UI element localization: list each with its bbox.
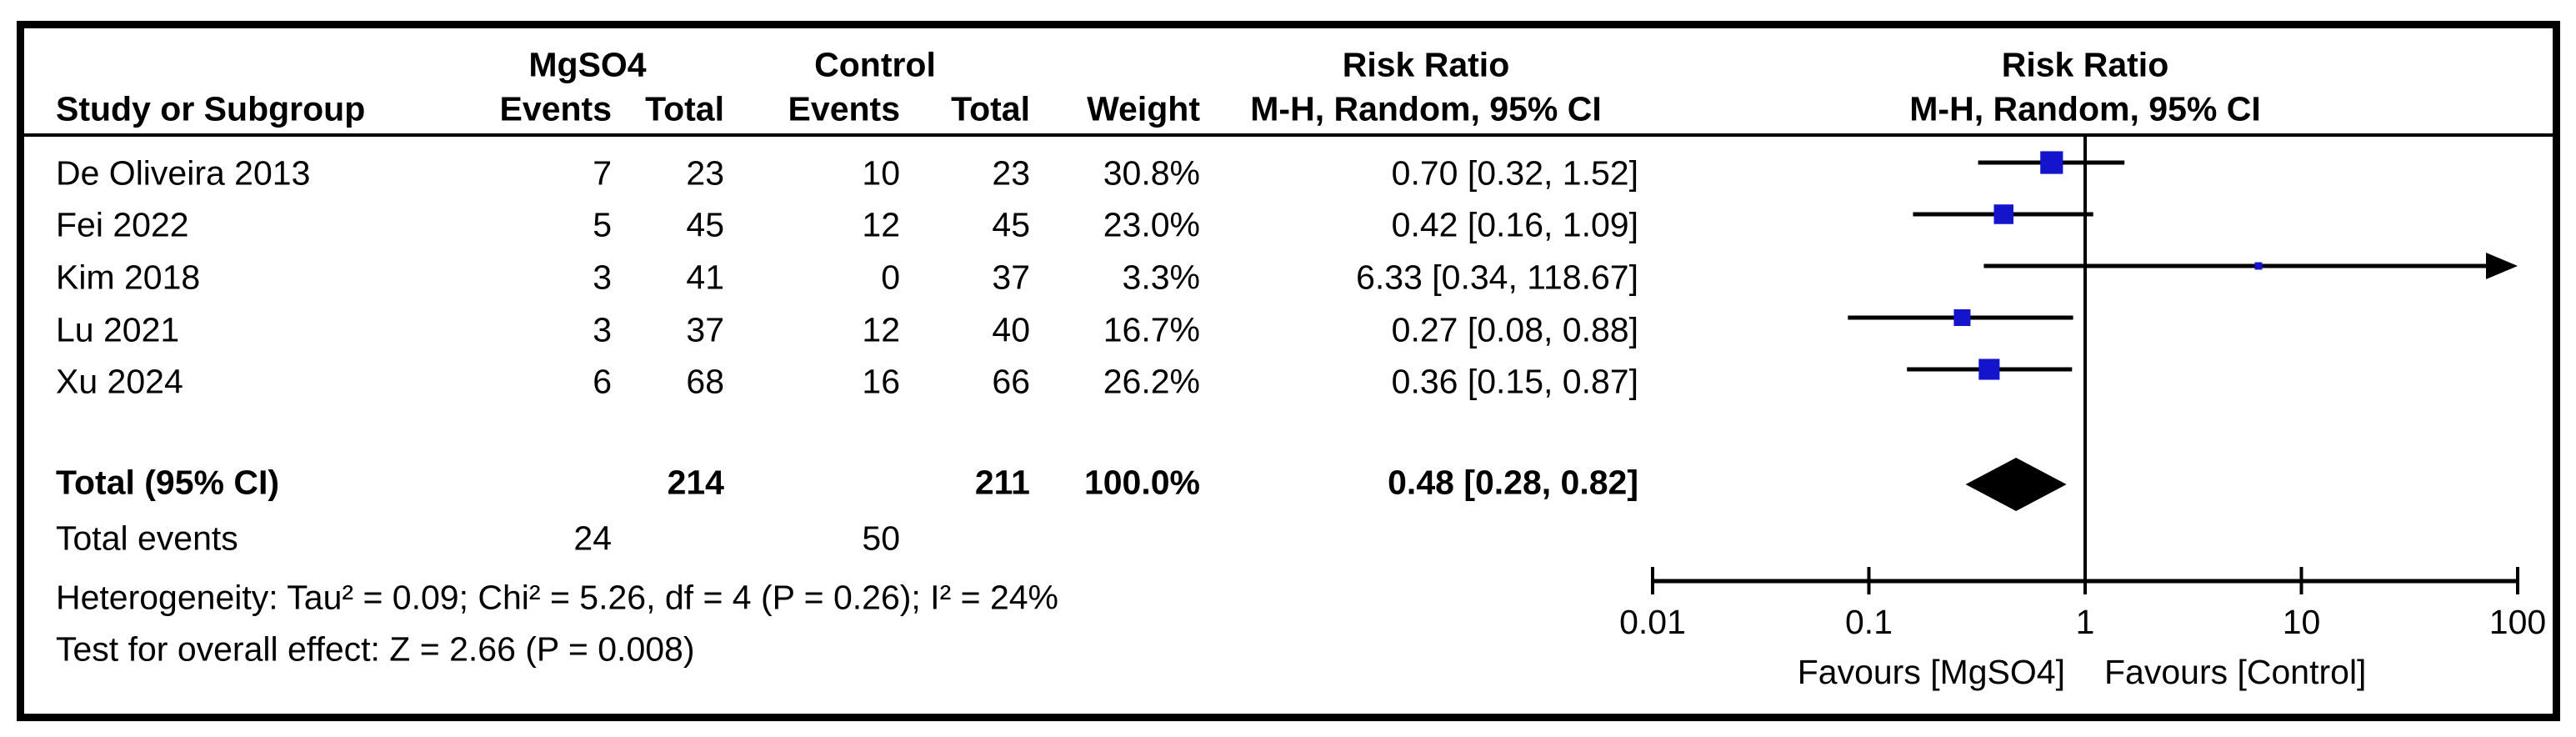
study-name: Kim 2018 — [56, 258, 201, 297]
total-events-label: Total events — [56, 519, 238, 558]
col-group-control: Control — [814, 45, 936, 84]
events-mgso4: 7 — [593, 153, 612, 193]
col-group-mgso4: MgSO4 — [528, 45, 647, 84]
study-marker-square — [2040, 151, 2063, 174]
col-header-events-mgso4: Events — [499, 89, 612, 128]
col-header-weight: Weight — [1087, 89, 1200, 128]
overall-effect-stats: Test for overall effect: Z = 2.66 (P = 0… — [56, 629, 695, 669]
study-name: De Oliveira 2013 — [56, 153, 311, 193]
rr-ci-value: 0.27 [0.08, 0.88] — [1391, 310, 1638, 349]
total-mgso4: 41 — [686, 258, 724, 297]
study-name: Xu 2024 — [56, 362, 183, 401]
total-rr-ci: 0.48 [0.28, 0.82] — [1388, 463, 1638, 502]
total-mgso4: 37 — [686, 310, 724, 349]
weight-value: 30.8% — [1103, 153, 1200, 193]
rr-ci-value: 0.36 [0.15, 0.87] — [1391, 362, 1638, 401]
rr-column-title: Risk Ratio — [1342, 45, 1510, 84]
total-events-mgso4: 24 — [573, 519, 612, 558]
events-mgso4: 3 — [593, 258, 612, 297]
total-n-control: 211 — [974, 463, 1030, 502]
total-control: 37 — [992, 258, 1030, 297]
events-control: 12 — [862, 310, 900, 349]
events-mgso4: 5 — [593, 205, 612, 244]
study-name: Lu 2021 — [56, 310, 180, 349]
col-header-study: Study or Subgroup — [56, 89, 366, 128]
ci-arrow-right — [2486, 253, 2518, 279]
events-mgso4: 3 — [593, 310, 612, 349]
col-header-total-mgso4: Total — [645, 89, 724, 128]
favours-left-label: Favours [MgSO4] — [1798, 653, 2065, 691]
study-marker-square — [1993, 204, 2013, 224]
plot-title: Risk Ratio — [2001, 45, 2169, 84]
plot-subtitle: M-H, Random, 95% CI — [1909, 89, 2261, 128]
axis-tick-label: 10 — [2283, 603, 2321, 641]
total-mgso4: 23 — [686, 153, 724, 193]
rr-ci-value: 0.70 [0.32, 1.52] — [1391, 153, 1638, 193]
study-marker-square — [2254, 262, 2263, 270]
study-name: Fei 2022 — [56, 205, 189, 244]
col-header-total-control: Total — [951, 89, 1030, 128]
study-marker-square — [1978, 358, 2000, 380]
weight-value: 23.0% — [1103, 205, 1200, 244]
axis-tick-label: 100 — [2489, 603, 2546, 641]
events-control: 16 — [862, 362, 900, 401]
total-diamond — [1965, 458, 2067, 511]
total-mgso4: 45 — [686, 205, 724, 244]
total-weight: 100.0% — [1083, 463, 1200, 502]
axis-tick-label: 1 — [2076, 603, 2095, 641]
study-marker-square — [1953, 308, 1971, 327]
total-control: 45 — [992, 205, 1030, 244]
total-control: 66 — [992, 362, 1030, 401]
favours-right-label: Favours [Control] — [2104, 653, 2366, 691]
rr-ci-value: 6.33 [0.34, 118.67] — [1356, 258, 1638, 297]
total-events-control: 50 — [862, 519, 900, 558]
figure-border — [17, 21, 2560, 721]
total-control: 40 — [992, 310, 1030, 349]
rr-ci-value: 0.42 [0.16, 1.09] — [1391, 205, 1638, 244]
axis-tick-label: 0.1 — [1845, 603, 1893, 641]
rr-column-subtitle: M-H, Random, 95% CI — [1250, 89, 1602, 128]
heterogeneity-stats: Heterogeneity: Tau² = 0.09; Chi² = 5.26,… — [56, 578, 1059, 617]
col-header-events-control: Events — [788, 89, 900, 128]
axis-tick-label: 0.01 — [1619, 603, 1686, 641]
total-row-label: Total (95% CI) — [56, 463, 280, 502]
weight-value: 16.7% — [1103, 310, 1200, 349]
total-n-mgso4: 214 — [667, 463, 724, 502]
total-mgso4: 68 — [686, 362, 724, 401]
weight-value: 3.3% — [1122, 258, 1200, 297]
weight-value: 26.2% — [1103, 362, 1200, 401]
events-control: 0 — [881, 258, 900, 297]
events-control: 10 — [862, 153, 900, 193]
total-control: 23 — [992, 153, 1030, 193]
events-mgso4: 6 — [593, 362, 612, 401]
header-rule — [24, 133, 2553, 137]
events-control: 12 — [862, 205, 900, 244]
